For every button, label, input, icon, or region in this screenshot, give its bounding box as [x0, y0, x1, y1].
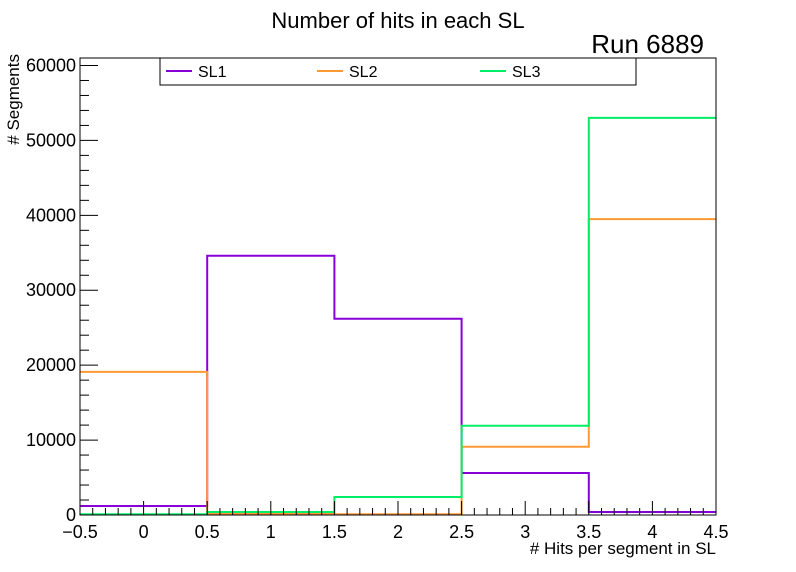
y-tick-label: 20000 [26, 355, 76, 375]
x-tick-label: 2.5 [449, 522, 474, 542]
legend-label-sl3: SL3 [512, 64, 541, 81]
legend-box [159, 57, 637, 86]
y-tick-label: 60000 [26, 55, 76, 75]
plot-frame [79, 57, 717, 516]
y-axis-label: # Segments [4, 54, 23, 145]
y-tick-label: 50000 [26, 130, 76, 150]
legend-label-sl2: SL2 [349, 64, 378, 81]
y-tick-label: 40000 [26, 205, 76, 225]
x-tick-label: 3.5 [576, 522, 601, 542]
x-tick-label: 1 [266, 522, 276, 542]
x-axis: −0.5 0 0.5 1 1.5 2 2.5 3 3.5 4 4.5 [62, 501, 729, 542]
run-annotation: Run 6889 [591, 29, 704, 59]
x-tick-label: 3 [520, 522, 530, 542]
y-tick-label: 0 [66, 505, 76, 525]
x-tick-label: −0.5 [62, 522, 98, 542]
x-tick-label: 1.5 [322, 522, 347, 542]
x-axis-label: # Hits per segment in SL [530, 539, 716, 558]
y-axis: 0 10000 20000 30000 40000 50000 60000 [26, 55, 98, 525]
x-tick-label: 2 [393, 522, 403, 542]
series-layer [80, 116, 716, 516]
x-tick-label: 0.5 [195, 522, 220, 542]
chart-title: Number of hits in each SL [271, 8, 524, 33]
series-sl3-line [80, 116, 716, 516]
y-tick-label: 30000 [26, 280, 76, 300]
series-sl2-line [80, 218, 716, 516]
series-sl1-line [80, 254, 716, 513]
x-tick-label: 4 [647, 522, 657, 542]
y-tick-label: 10000 [26, 430, 76, 450]
legend-label-sl1: SL1 [198, 64, 227, 81]
legend: SL1 SL2 SL3 [159, 57, 637, 86]
x-tick-label: 0 [139, 522, 149, 542]
x-tick-label: 4.5 [703, 522, 728, 542]
